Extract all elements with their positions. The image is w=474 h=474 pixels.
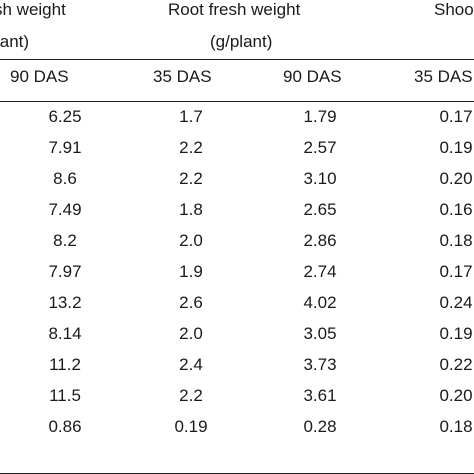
table-cell: 0.18 <box>439 417 473 436</box>
table-cell: 2.6 <box>179 293 203 312</box>
table-cell: 11.5 <box>49 386 81 405</box>
subheader-35-das-root: 35 DAS <box>153 67 212 86</box>
table-cell: 2.2 <box>179 169 203 188</box>
column-group-header-shoot-dry-weight: Shoo <box>434 0 474 19</box>
table-cell: 0.18 <box>439 231 473 250</box>
table-cell: 11.2 <box>49 355 81 374</box>
table-cell: 1.8 <box>179 200 203 219</box>
table-cell: 2.0 <box>179 324 203 343</box>
column-group-unit-shoot-fresh-weight: lant) <box>0 32 30 51</box>
table-cell: 7.91 <box>48 138 82 157</box>
table-cell: 0.24 <box>439 293 473 312</box>
table-cell: 1.7 <box>179 107 203 126</box>
table-cell: 7.49 <box>48 200 82 219</box>
table-cell: 3.73 <box>303 355 337 374</box>
table-cell: 0.86 <box>48 417 82 436</box>
table-cell: 3.05 <box>303 324 337 343</box>
table-cell: 2.65 <box>303 200 337 219</box>
table-cell: 8.6 <box>53 169 77 188</box>
table-cell: 0.17 <box>439 107 473 126</box>
table-cell: 0.19 <box>439 324 473 343</box>
table-cell: 2.2 <box>179 138 203 157</box>
table-cell: 1.9 <box>179 262 203 281</box>
header-rule-bottom <box>0 101 474 102</box>
table-cell: 0.20 <box>439 386 473 405</box>
subheader-90-das-root: 90 DAS <box>283 67 342 86</box>
table-cell: 13.2 <box>48 293 82 312</box>
table-cell: 0.19 <box>439 138 473 157</box>
table-cell: 1.79 <box>303 107 337 126</box>
table-cell: 0.16 <box>439 200 473 219</box>
subheader-90-das-shoot: 90 DAS <box>10 67 69 86</box>
table-cell: 0.17 <box>439 262 473 281</box>
table-cell: 8.2 <box>53 231 77 250</box>
table-cell: 8.14 <box>48 324 82 343</box>
table-cell: 4.02 <box>303 293 337 312</box>
table-cell: 0.28 <box>303 417 337 436</box>
column-group-header-shoot-fresh-weight: sh weight <box>0 0 66 19</box>
table-cell: 6.25 <box>48 107 82 126</box>
table-cell: 3.10 <box>303 169 337 188</box>
subheader-35-das-shoot-dry: 35 DAS <box>414 67 473 86</box>
table-cell: 2.4 <box>179 355 203 374</box>
table-cell: 3.61 <box>303 386 337 405</box>
table-cell: 2.57 <box>303 138 337 157</box>
table-cell: 2.2 <box>179 386 203 405</box>
table-cell: 2.0 <box>179 231 203 250</box>
column-group-unit-root-fresh-weight: (g/plant) <box>210 32 273 51</box>
table-cell: 0.22 <box>439 355 473 374</box>
table-cell: 2.86 <box>303 231 337 250</box>
column-group-header-root-fresh-weight: Root fresh weight <box>168 0 301 19</box>
table-cell: 0.20 <box>439 169 473 188</box>
table-cell: 2.74 <box>303 262 337 281</box>
table-cell: 0.19 <box>174 417 208 436</box>
table-cell: 7.97 <box>48 262 82 281</box>
header-rule-top <box>0 59 474 60</box>
